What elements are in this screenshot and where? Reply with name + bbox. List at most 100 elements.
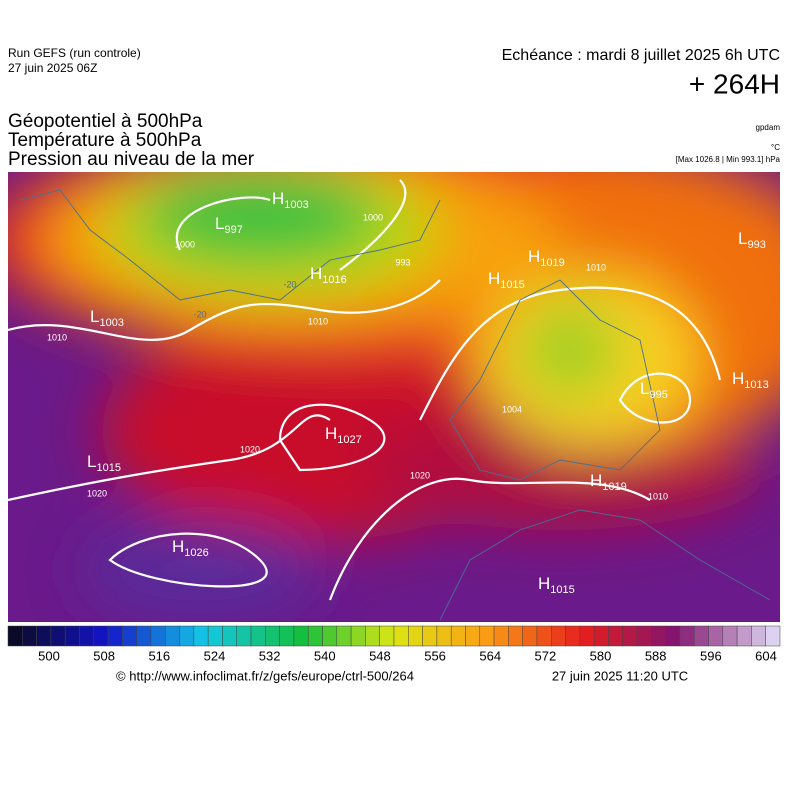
system-pressure: 1015 bbox=[500, 279, 524, 291]
pressure-system: L995 bbox=[640, 379, 668, 400]
system-kind: L bbox=[87, 452, 96, 471]
colorbar-swatch bbox=[107, 625, 123, 647]
colorbar-swatch bbox=[207, 625, 223, 647]
colorbar-swatch bbox=[708, 625, 724, 647]
field-title: Pression au niveau de la mer bbox=[8, 149, 255, 170]
colorbar-swatch bbox=[265, 625, 280, 647]
colorbar-swatch bbox=[136, 625, 152, 647]
colorbar-swatch bbox=[7, 625, 23, 647]
pressure-system: H1015 bbox=[488, 269, 525, 290]
system-kind: H bbox=[172, 537, 184, 556]
colorbar-swatch bbox=[408, 625, 423, 647]
contour-label: 1010 bbox=[47, 332, 67, 342]
pressure-system: L1015 bbox=[87, 452, 121, 473]
colorbar-swatch bbox=[307, 625, 323, 647]
colorbar-swatch bbox=[722, 625, 738, 647]
colorbar-swatch bbox=[622, 625, 638, 647]
colorbar-swatch bbox=[36, 625, 52, 647]
colorbar-swatch bbox=[593, 625, 609, 647]
pressure-system: H1019 bbox=[590, 471, 627, 492]
colorbar-swatch bbox=[236, 625, 252, 647]
colorbar-swatch bbox=[250, 625, 266, 647]
system-pressure: 1019 bbox=[602, 481, 626, 493]
colorbar: 500 508 516 524 532 540 548 556 564 572 580 588 596 6… bbox=[7, 625, 781, 663]
colorbar-tick: 556 bbox=[424, 648, 446, 663]
colorbar-swatch bbox=[93, 625, 109, 647]
colorbar-swatch bbox=[50, 625, 66, 647]
colorbar-swatch bbox=[665, 625, 681, 647]
system-kind: H bbox=[538, 574, 550, 593]
system-kind: L bbox=[738, 229, 747, 248]
contour-label: 1004 bbox=[502, 404, 522, 414]
system-pressure: 1003 bbox=[99, 317, 123, 329]
colorbar-swatch bbox=[565, 625, 581, 647]
colorbar-swatch bbox=[751, 625, 766, 647]
colorbar-swatch bbox=[493, 625, 509, 647]
pressure-system: H1026 bbox=[172, 537, 209, 558]
colorbar-swatch bbox=[64, 625, 80, 647]
system-kind: L bbox=[215, 214, 224, 233]
system-pressure: 997 bbox=[224, 224, 242, 236]
system-kind: H bbox=[310, 264, 322, 283]
colorbar-swatch bbox=[422, 625, 438, 647]
pressure-system: H1003 bbox=[272, 189, 309, 210]
pressure-system: L1003 bbox=[90, 307, 124, 328]
colorbar-swatch bbox=[222, 625, 237, 647]
pressure-system: H1015 bbox=[538, 574, 575, 595]
pressure-system: H1027 bbox=[325, 424, 362, 445]
colorbar-swatch bbox=[536, 625, 552, 647]
contour-label: 1020 bbox=[240, 444, 260, 454]
colorbar-swatch bbox=[393, 625, 409, 647]
contour-label: 1000 bbox=[363, 212, 383, 222]
colorbar-tick: 548 bbox=[369, 648, 391, 663]
field-title: Géopotentiel à 500hPa bbox=[8, 111, 203, 132]
system-kind: L bbox=[90, 307, 99, 326]
colorbar-tick: 564 bbox=[479, 648, 501, 663]
lead-time: + 264H bbox=[689, 68, 780, 99]
colorbar-tick: 500 bbox=[38, 648, 60, 663]
system-kind: H bbox=[488, 269, 500, 288]
contour-label: -20 bbox=[193, 309, 206, 319]
colorbar-swatch bbox=[736, 625, 752, 647]
unit: gpdam bbox=[756, 123, 781, 132]
system-kind: L bbox=[640, 379, 649, 398]
colorbar-swatch bbox=[636, 625, 652, 647]
colorbar-swatch bbox=[508, 625, 523, 647]
colorbar-tick: 516 bbox=[148, 648, 170, 663]
pressure-system: L997 bbox=[215, 214, 243, 235]
contour-label: -20 bbox=[283, 279, 296, 289]
colorbar-swatch bbox=[465, 625, 481, 647]
colorbar-swatch bbox=[450, 625, 466, 647]
contour-label: 993 bbox=[395, 257, 410, 267]
colorbar-swatch bbox=[193, 625, 209, 647]
system-kind: H bbox=[325, 424, 337, 443]
pressure-system: H1019 bbox=[528, 247, 565, 268]
colorbar-tick: 604 bbox=[755, 648, 777, 663]
system-pressure: 1013 bbox=[744, 379, 768, 391]
colorbar-swatch bbox=[165, 625, 180, 647]
colorbar-swatch bbox=[379, 625, 395, 647]
colorbar-swatch bbox=[122, 625, 137, 647]
colorbar-tick: 524 bbox=[204, 648, 226, 663]
system-kind: H bbox=[590, 471, 602, 490]
colorbar-tick: 572 bbox=[535, 648, 557, 663]
system-kind: H bbox=[732, 369, 744, 388]
colorbar-tick: 532 bbox=[259, 648, 281, 663]
valid-time: Echéance : mardi 8 juillet 2025 6h UTC bbox=[502, 47, 780, 64]
colorbar-swatch bbox=[22, 625, 37, 647]
colorbar-swatch bbox=[608, 625, 623, 647]
source: © http://www.infoclimat.fr/z/gefs/europe… bbox=[116, 668, 414, 683]
system-kind: H bbox=[528, 247, 540, 266]
pressure-system: H1013 bbox=[732, 369, 769, 390]
unit: °C bbox=[771, 143, 780, 152]
contour-label: 1010 bbox=[308, 316, 328, 326]
contour-label: 1000 bbox=[175, 239, 195, 249]
colorbar-swatch bbox=[365, 625, 380, 647]
field-title: Température à 500hPa bbox=[8, 130, 202, 151]
system-pressure: 1027 bbox=[337, 434, 361, 446]
system-pressure: 1019 bbox=[540, 257, 564, 269]
colorbar-swatch bbox=[679, 625, 695, 647]
colorbar-swatch bbox=[551, 625, 566, 647]
contour-label: 1020 bbox=[410, 470, 430, 480]
